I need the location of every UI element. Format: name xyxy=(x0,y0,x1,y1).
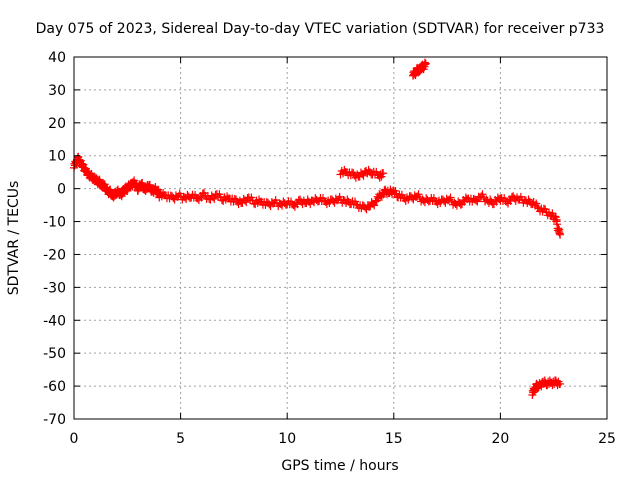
y-tick-label: -40 xyxy=(43,313,66,329)
data-point xyxy=(532,199,541,208)
data-point xyxy=(197,193,206,202)
data-point xyxy=(379,169,388,178)
plot-frame xyxy=(73,56,608,420)
data-point xyxy=(446,193,455,202)
x-tick-label: 15 xyxy=(385,431,403,447)
grid-lines xyxy=(74,57,607,419)
data-point xyxy=(370,201,379,210)
y-tick-label: -20 xyxy=(43,247,66,263)
y-tick-label: -70 xyxy=(43,412,66,428)
x-tick-label: 0 xyxy=(70,431,79,447)
x-tick-label: 20 xyxy=(491,431,509,447)
y-tick-label: -10 xyxy=(43,215,66,231)
y-tick-label: 0 xyxy=(57,182,66,198)
y-tick-label: -30 xyxy=(43,280,66,296)
data-point xyxy=(556,230,565,239)
y-tick-label: -50 xyxy=(43,346,66,362)
series-arc-main-1 xyxy=(70,152,164,202)
data-point xyxy=(377,172,386,181)
data-marks xyxy=(70,58,565,399)
y-axis-label: SDTVAR / TECUs xyxy=(6,181,22,296)
series-arc-main-3 xyxy=(372,185,505,210)
y-tick-label: -60 xyxy=(43,379,66,395)
data-point xyxy=(421,59,430,68)
data-point xyxy=(242,198,251,207)
data-point xyxy=(556,379,565,388)
chart-title: Day 075 of 2023, Sidereal Day-to-day VTE… xyxy=(36,21,605,37)
series-arc-main-2 xyxy=(155,188,381,214)
data-point xyxy=(414,190,423,199)
series-arc-upper-short xyxy=(336,165,388,182)
series-arc-low xyxy=(528,376,565,399)
data-point xyxy=(478,190,487,199)
y-tick-label: 20 xyxy=(48,116,66,132)
x-axis-label: GPS time / hours xyxy=(281,458,398,474)
data-point xyxy=(210,194,219,203)
x-axis-ticks: 0 5 10 15 20 25 xyxy=(70,57,616,447)
x-tick-label: 25 xyxy=(598,431,616,447)
data-point xyxy=(375,173,384,182)
y-tick-label: 30 xyxy=(48,83,66,99)
y-tick-label: 40 xyxy=(48,50,66,66)
y-axis-ticks: 40 30 20 10 0 -10 -20 -30 -40 -50 -60 -70 xyxy=(43,50,607,428)
data-point xyxy=(533,203,542,212)
data-point xyxy=(550,212,559,221)
series-arc-main-4 xyxy=(496,192,565,239)
x-tick-label: 10 xyxy=(278,431,296,447)
x-tick-label: 5 xyxy=(176,431,185,447)
series-arc-high xyxy=(408,58,430,80)
y-tick-label: 10 xyxy=(48,149,66,165)
